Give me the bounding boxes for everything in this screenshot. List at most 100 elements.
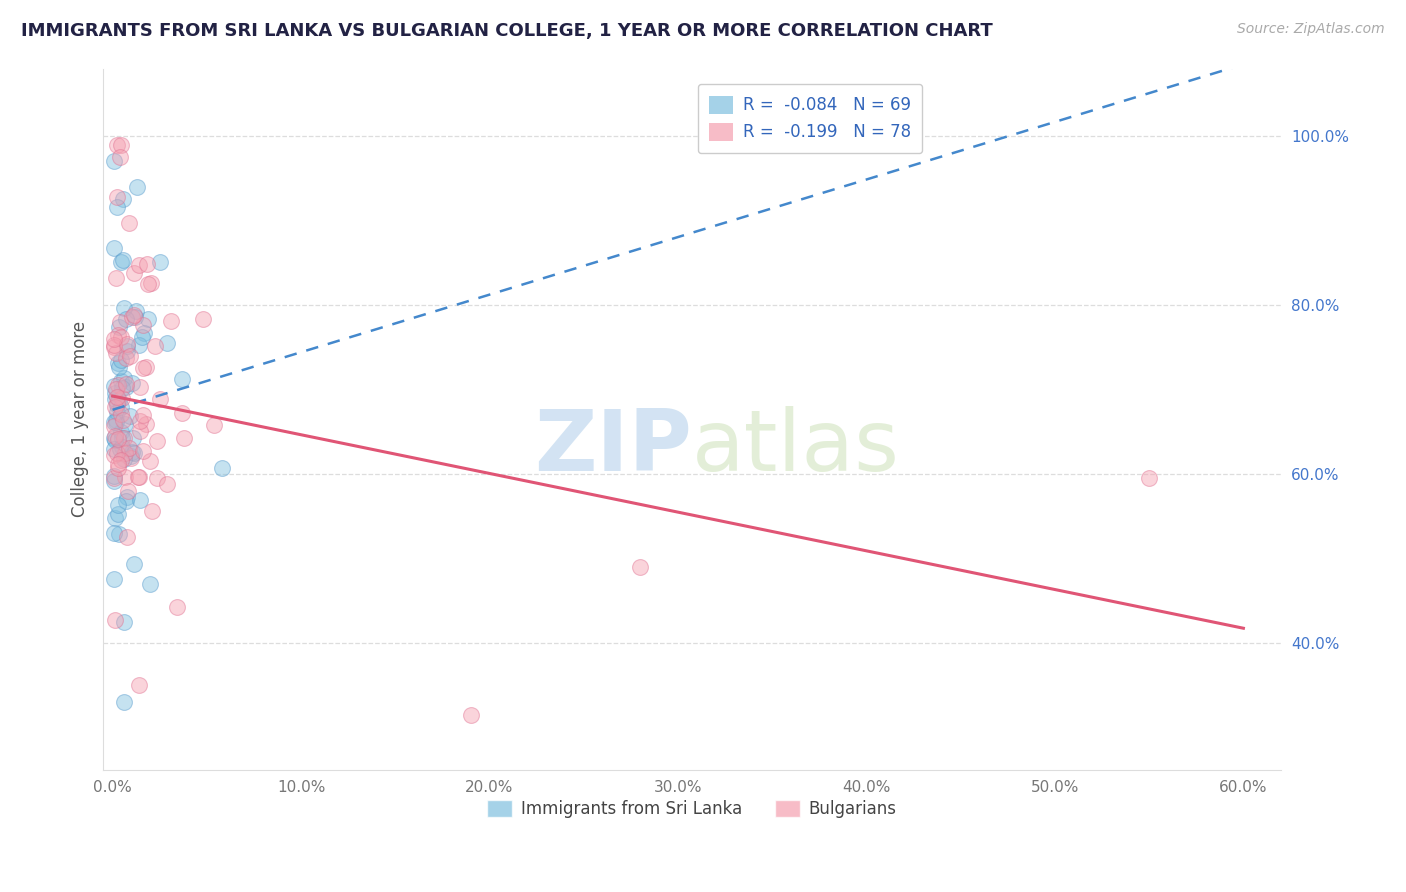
Point <box>115 339 138 353</box>
Point <box>136 312 159 326</box>
Point <box>112 431 135 445</box>
Point <box>117 442 139 456</box>
Point <box>122 431 145 445</box>
Point <box>121 310 143 324</box>
Point <box>148 392 170 407</box>
Point <box>105 190 128 204</box>
Point <box>104 613 127 627</box>
Legend: Immigrants from Sri Lanka, Bulgarians: Immigrants from Sri Lanka, Bulgarians <box>481 793 904 825</box>
Point <box>103 154 125 169</box>
Point <box>103 241 125 255</box>
Point <box>128 678 150 692</box>
Point <box>107 461 129 475</box>
Point <box>111 431 134 445</box>
Point <box>115 380 138 394</box>
Point <box>104 271 127 285</box>
Point <box>110 453 132 467</box>
Point <box>112 615 135 629</box>
Point <box>128 337 150 351</box>
Point <box>104 433 127 447</box>
Point <box>118 409 141 424</box>
Point <box>107 377 129 392</box>
Point <box>128 470 150 484</box>
Point <box>115 337 138 351</box>
Point <box>127 469 149 483</box>
Point <box>107 433 129 447</box>
Point <box>110 374 132 388</box>
Point <box>103 332 125 346</box>
Point <box>112 695 135 709</box>
Point <box>108 315 131 329</box>
Point <box>103 471 125 485</box>
Point <box>111 391 134 405</box>
Point <box>114 417 136 431</box>
Point <box>105 396 128 410</box>
Point <box>114 494 136 508</box>
Point <box>111 253 134 268</box>
Point <box>129 379 152 393</box>
Point <box>107 356 129 370</box>
Point <box>107 328 129 343</box>
Point <box>107 457 129 471</box>
Point <box>105 398 128 412</box>
Point <box>118 349 141 363</box>
Point <box>114 445 136 459</box>
Point <box>139 454 162 468</box>
Point <box>139 277 162 291</box>
Point <box>129 414 152 428</box>
Point <box>120 450 142 465</box>
Point <box>139 809 162 823</box>
Point <box>110 401 132 415</box>
Point <box>103 337 125 351</box>
Point <box>115 312 138 326</box>
Text: ZIP: ZIP <box>534 406 692 489</box>
Point <box>104 383 127 397</box>
Point <box>110 425 132 439</box>
Point <box>105 405 128 419</box>
Point <box>103 340 125 354</box>
Point <box>117 483 139 498</box>
Point <box>111 413 134 427</box>
Point <box>111 381 134 395</box>
Point <box>132 318 155 332</box>
Point <box>120 449 142 463</box>
Point <box>114 377 136 392</box>
Point <box>103 419 125 434</box>
Point <box>124 310 146 325</box>
Point <box>105 446 128 460</box>
Point <box>107 527 129 541</box>
Point <box>104 346 127 360</box>
Point <box>105 137 128 152</box>
Point <box>170 406 193 420</box>
Point <box>105 390 128 404</box>
Point <box>132 408 155 422</box>
Point <box>104 385 127 400</box>
Point <box>110 408 132 422</box>
Point <box>111 440 134 454</box>
Point <box>105 201 128 215</box>
Point <box>117 530 139 544</box>
Point <box>110 137 132 152</box>
Point <box>122 446 145 460</box>
Point <box>103 475 125 489</box>
Point <box>122 266 145 280</box>
Point <box>173 431 195 445</box>
Point <box>103 448 125 462</box>
Point <box>121 376 143 390</box>
Point <box>110 254 132 268</box>
Text: IMMIGRANTS FROM SRI LANKA VS BULGARIAN COLLEGE, 1 YEAR OR MORE CORRELATION CHART: IMMIGRANTS FROM SRI LANKA VS BULGARIAN C… <box>21 22 993 40</box>
Point <box>103 525 125 540</box>
Point <box>211 461 233 475</box>
Point <box>103 415 125 429</box>
Point <box>108 150 131 164</box>
Point <box>114 351 136 366</box>
Point <box>115 490 138 504</box>
Point <box>149 255 172 269</box>
Point <box>104 392 127 406</box>
Point <box>1137 471 1160 485</box>
Point <box>103 572 125 586</box>
Point <box>112 301 135 315</box>
Point <box>122 308 145 322</box>
Point <box>104 429 127 443</box>
Point <box>125 180 148 194</box>
